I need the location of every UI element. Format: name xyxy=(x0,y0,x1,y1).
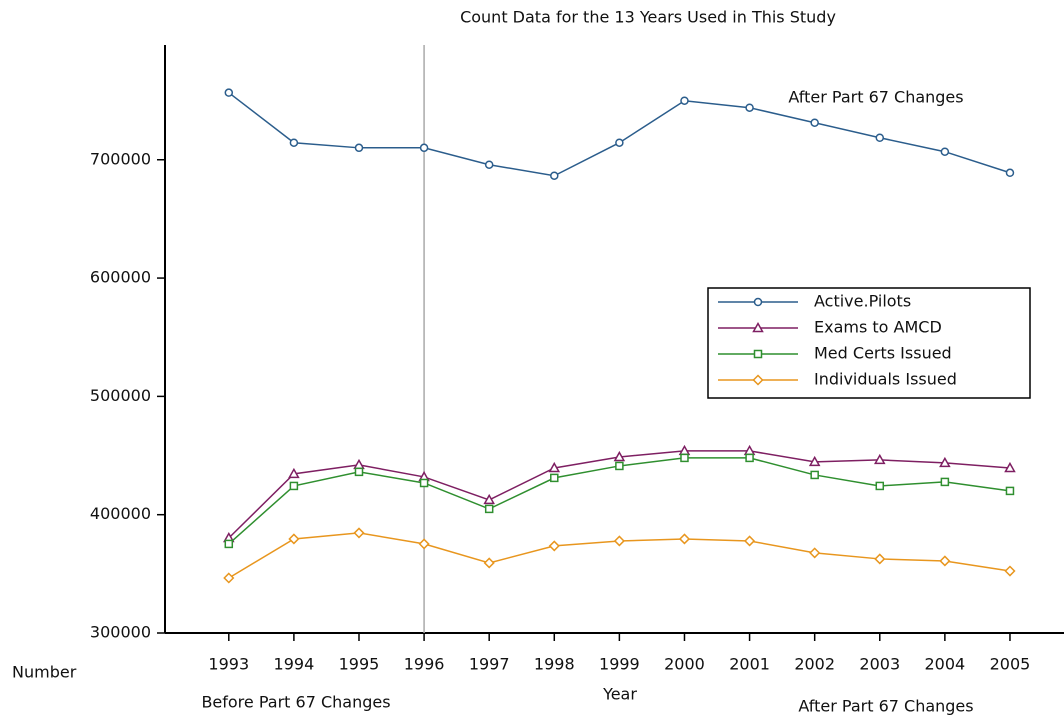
x-axis-label: Year xyxy=(602,685,637,704)
data-point xyxy=(809,547,821,559)
data-point xyxy=(288,467,300,479)
annotation: After Part 67 Changes xyxy=(788,88,963,107)
x-tick-label: 1994 xyxy=(274,655,315,674)
data-point xyxy=(353,458,365,470)
data-point xyxy=(223,572,235,584)
data-point xyxy=(354,143,364,153)
x-tick-label: 2005 xyxy=(990,655,1031,674)
data-point xyxy=(354,467,364,477)
data-point xyxy=(873,453,886,465)
data-point xyxy=(1005,168,1015,178)
x-tick-label: 1997 xyxy=(469,655,510,674)
y-tick-label: 500000 xyxy=(90,386,151,405)
legend-marker xyxy=(752,321,764,333)
data-point xyxy=(810,470,819,480)
data-point xyxy=(875,133,885,143)
data-point xyxy=(419,143,429,153)
legend-label: Active.Pilots xyxy=(814,292,911,311)
series-line xyxy=(228,457,1011,545)
x-tick-label: 2001 xyxy=(729,655,770,674)
data-point xyxy=(613,450,626,462)
x-tick-label: 2000 xyxy=(664,655,705,674)
data-point xyxy=(483,557,495,569)
y-tick-label: 400000 xyxy=(90,504,151,523)
data-point xyxy=(678,533,691,545)
data-point xyxy=(939,555,951,567)
x-tick-label: 1999 xyxy=(599,655,640,674)
annotation: Before Part 67 Changes xyxy=(201,693,390,712)
annotation: After Part 67 Changes xyxy=(798,697,973,716)
data-point xyxy=(548,540,560,552)
data-point xyxy=(419,478,429,488)
y-axis-label: Number xyxy=(12,663,77,682)
data-point xyxy=(418,538,430,550)
data-point xyxy=(745,103,754,112)
legend-marker xyxy=(753,297,763,307)
x-tick-label: 1993 xyxy=(208,655,249,674)
data-point xyxy=(875,481,885,491)
data-point xyxy=(939,456,951,468)
data-point xyxy=(1004,461,1016,473)
data-point xyxy=(874,553,886,565)
y-tick-label: 600000 xyxy=(90,268,151,287)
data-point xyxy=(940,147,950,156)
y-tick-label: 700000 xyxy=(90,149,151,168)
legend-marker xyxy=(753,349,763,359)
data-point xyxy=(810,118,819,127)
data-point xyxy=(680,96,689,105)
data-point xyxy=(224,88,234,97)
legend-label: Exams to AMCD xyxy=(814,318,942,337)
x-tick-label: 1995 xyxy=(339,655,380,674)
x-tick-label: 1996 xyxy=(404,655,445,674)
x-tick-label: 2003 xyxy=(859,655,900,674)
data-point xyxy=(550,171,559,180)
y-tick-label: 300000 xyxy=(90,623,151,642)
data-point xyxy=(550,473,559,483)
data-point xyxy=(680,453,689,463)
data-point xyxy=(940,477,950,487)
data-point xyxy=(744,535,756,547)
data-point xyxy=(613,535,625,547)
legend-label: Med Certs Issued xyxy=(814,344,952,363)
x-tick-label: 2002 xyxy=(794,655,835,674)
data-point xyxy=(288,533,300,545)
data-point xyxy=(289,481,299,491)
legend-marker xyxy=(752,374,764,386)
data-point xyxy=(224,539,234,549)
data-point xyxy=(483,493,495,505)
data-point xyxy=(548,461,561,473)
data-point xyxy=(808,455,821,467)
data-point xyxy=(745,453,754,463)
data-point xyxy=(615,461,624,471)
chart-title: Count Data for the 13 Years Used in This… xyxy=(460,8,836,27)
legend-label: Individuals Issued xyxy=(814,370,957,389)
data-point xyxy=(484,160,494,169)
data-point xyxy=(1004,565,1016,577)
x-tick-label: 2004 xyxy=(925,655,966,674)
data-point xyxy=(484,504,494,514)
data-point xyxy=(615,138,624,147)
data-point xyxy=(1005,486,1015,496)
data-point xyxy=(353,527,365,539)
data-point xyxy=(289,138,299,147)
x-tick-label: 1998 xyxy=(534,655,575,674)
